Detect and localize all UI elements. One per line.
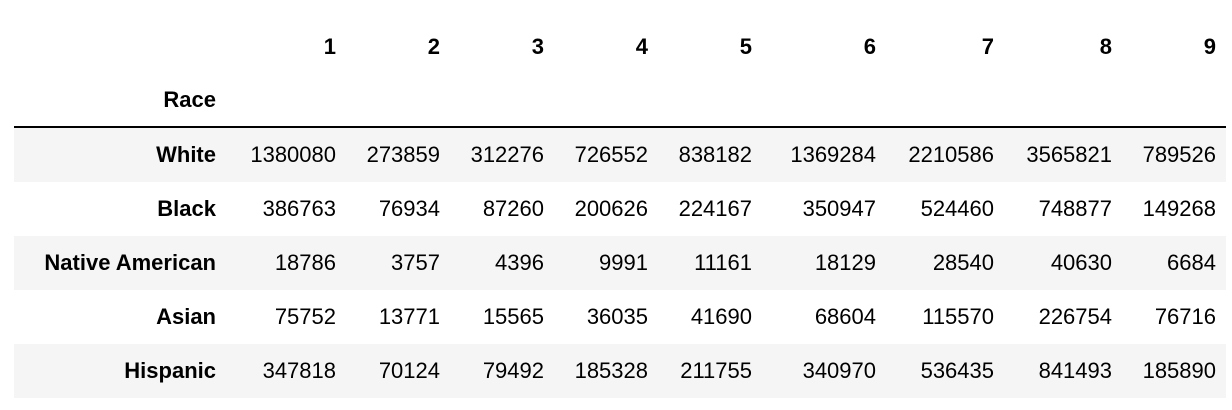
table-cell: 748877 bbox=[1038, 196, 1112, 221]
column-header: 5 bbox=[739, 34, 752, 59]
empty-header-cell bbox=[1122, 74, 1226, 128]
table-row: Black 386763 76934 87260 200626 224167 3… bbox=[14, 182, 1226, 236]
table-cell: 36035 bbox=[586, 304, 648, 329]
table-row: Hispanic 347818 70124 79492 185328 21175… bbox=[14, 344, 1226, 398]
table-cell: 200626 bbox=[574, 196, 648, 221]
table-cell: 76934 bbox=[378, 196, 440, 221]
table-cell: 76716 bbox=[1154, 304, 1216, 329]
table-cell: 28540 bbox=[932, 250, 994, 275]
table-cell: 75752 bbox=[274, 304, 336, 329]
table-cell: 9991 bbox=[599, 250, 648, 275]
dataframe-table: 1 2 3 4 5 6 7 8 9 Race bbox=[14, 20, 1226, 398]
table-cell: 149268 bbox=[1142, 196, 1216, 221]
empty-header-cell bbox=[346, 74, 450, 128]
row-label: Black bbox=[157, 196, 216, 221]
empty-header-cell bbox=[450, 74, 554, 128]
table-header: 1 2 3 4 5 6 7 8 9 Race bbox=[14, 20, 1226, 128]
table-cell: 838182 bbox=[678, 142, 752, 167]
table-cell: 3565821 bbox=[1026, 142, 1112, 167]
table-cell: 11161 bbox=[694, 250, 752, 275]
table-row: Native American 18786 3757 4396 9991 111… bbox=[14, 236, 1226, 290]
table-cell: 789526 bbox=[1142, 142, 1216, 167]
table-cell: 340970 bbox=[802, 358, 876, 383]
table-cell: 87260 bbox=[482, 196, 544, 221]
table-cell: 224167 bbox=[678, 196, 752, 221]
index-name-row: Race bbox=[14, 74, 1226, 128]
column-header-row: 1 2 3 4 5 6 7 8 9 bbox=[14, 20, 1226, 74]
table-row: White 1380080 273859 312276 726552 83818… bbox=[14, 127, 1226, 182]
dataframe-table-container: 1 2 3 4 5 6 7 8 9 Race bbox=[14, 20, 1226, 398]
table-cell: 347818 bbox=[262, 358, 336, 383]
table-cell: 1369284 bbox=[790, 142, 876, 167]
index-name: Race bbox=[14, 74, 226, 128]
empty-header-cell bbox=[1004, 74, 1122, 128]
header-corner-cell bbox=[14, 20, 226, 74]
table-cell: 273859 bbox=[366, 142, 440, 167]
column-header: 9 bbox=[1203, 34, 1216, 59]
table-cell: 15565 bbox=[482, 304, 544, 329]
table-cell: 3757 bbox=[391, 250, 440, 275]
table-cell: 386763 bbox=[262, 196, 336, 221]
table-cell: 185890 bbox=[1142, 358, 1216, 383]
table-cell: 524460 bbox=[920, 196, 994, 221]
table-cell: 79492 bbox=[482, 358, 544, 383]
table-cell: 226754 bbox=[1038, 304, 1112, 329]
empty-header-cell bbox=[886, 74, 1004, 128]
table-cell: 841493 bbox=[1038, 358, 1112, 383]
column-header: 1 bbox=[323, 34, 336, 59]
column-header: 8 bbox=[1099, 34, 1112, 59]
table-cell: 6684 bbox=[1167, 250, 1216, 275]
column-header: 2 bbox=[427, 34, 440, 59]
table-cell: 536435 bbox=[920, 358, 994, 383]
column-header: 4 bbox=[635, 34, 648, 59]
table-cell: 211755 bbox=[680, 358, 752, 383]
table-cell: 350947 bbox=[802, 196, 876, 221]
table-cell: 115570 bbox=[922, 304, 994, 329]
row-label: Native American bbox=[44, 250, 216, 275]
table-cell: 40630 bbox=[1050, 250, 1112, 275]
table-row: Asian 75752 13771 15565 36035 41690 6860… bbox=[14, 290, 1226, 344]
table-cell: 2210586 bbox=[908, 142, 994, 167]
table-cell: 68604 bbox=[814, 304, 876, 329]
table-cell: 726552 bbox=[574, 142, 648, 167]
table-cell: 13771 bbox=[378, 304, 440, 329]
table-cell: 70124 bbox=[378, 358, 440, 383]
table-cell: 41690 bbox=[690, 304, 752, 329]
empty-header-cell bbox=[226, 74, 346, 128]
table-cell: 18129 bbox=[814, 250, 876, 275]
empty-header-cell bbox=[762, 74, 886, 128]
column-header: 6 bbox=[863, 34, 876, 59]
table-cell: 1380080 bbox=[250, 142, 336, 167]
row-label: Asian bbox=[156, 304, 216, 329]
row-label: White bbox=[156, 142, 216, 167]
table-body: White 1380080 273859 312276 726552 83818… bbox=[14, 127, 1226, 398]
table-cell: 18786 bbox=[274, 250, 336, 275]
table-cell: 4396 bbox=[495, 250, 544, 275]
empty-header-cell bbox=[554, 74, 658, 128]
table-cell: 185328 bbox=[574, 358, 648, 383]
table-cell: 312276 bbox=[470, 142, 544, 167]
row-label: Hispanic bbox=[124, 358, 216, 383]
column-header: 7 bbox=[981, 34, 994, 59]
empty-header-cell bbox=[658, 74, 762, 128]
column-header: 3 bbox=[531, 34, 544, 59]
